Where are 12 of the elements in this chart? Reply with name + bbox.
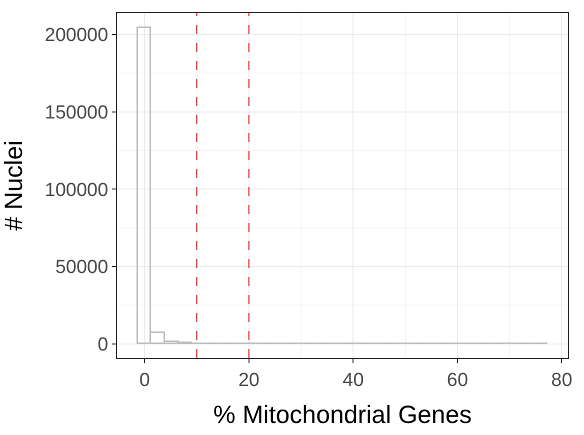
y-tick-label: 200000 [44,25,108,46]
x-axis-title: % Mitochondrial Genes [213,400,472,429]
y-tick-label: 100000 [44,180,108,201]
x-tick-label: 60 [446,370,468,391]
x-tick-label: 80 [551,370,572,391]
x-tick-label: 0 [139,370,150,391]
y-tick-label: 150000 [44,102,108,124]
y-tick-label: 50000 [55,257,108,278]
x-tick-label: 20 [238,370,260,391]
y-axis-title: # Nuclei [0,140,28,231]
x-tick-label: 40 [342,370,364,391]
y-tick-label: 0 [98,334,108,356]
